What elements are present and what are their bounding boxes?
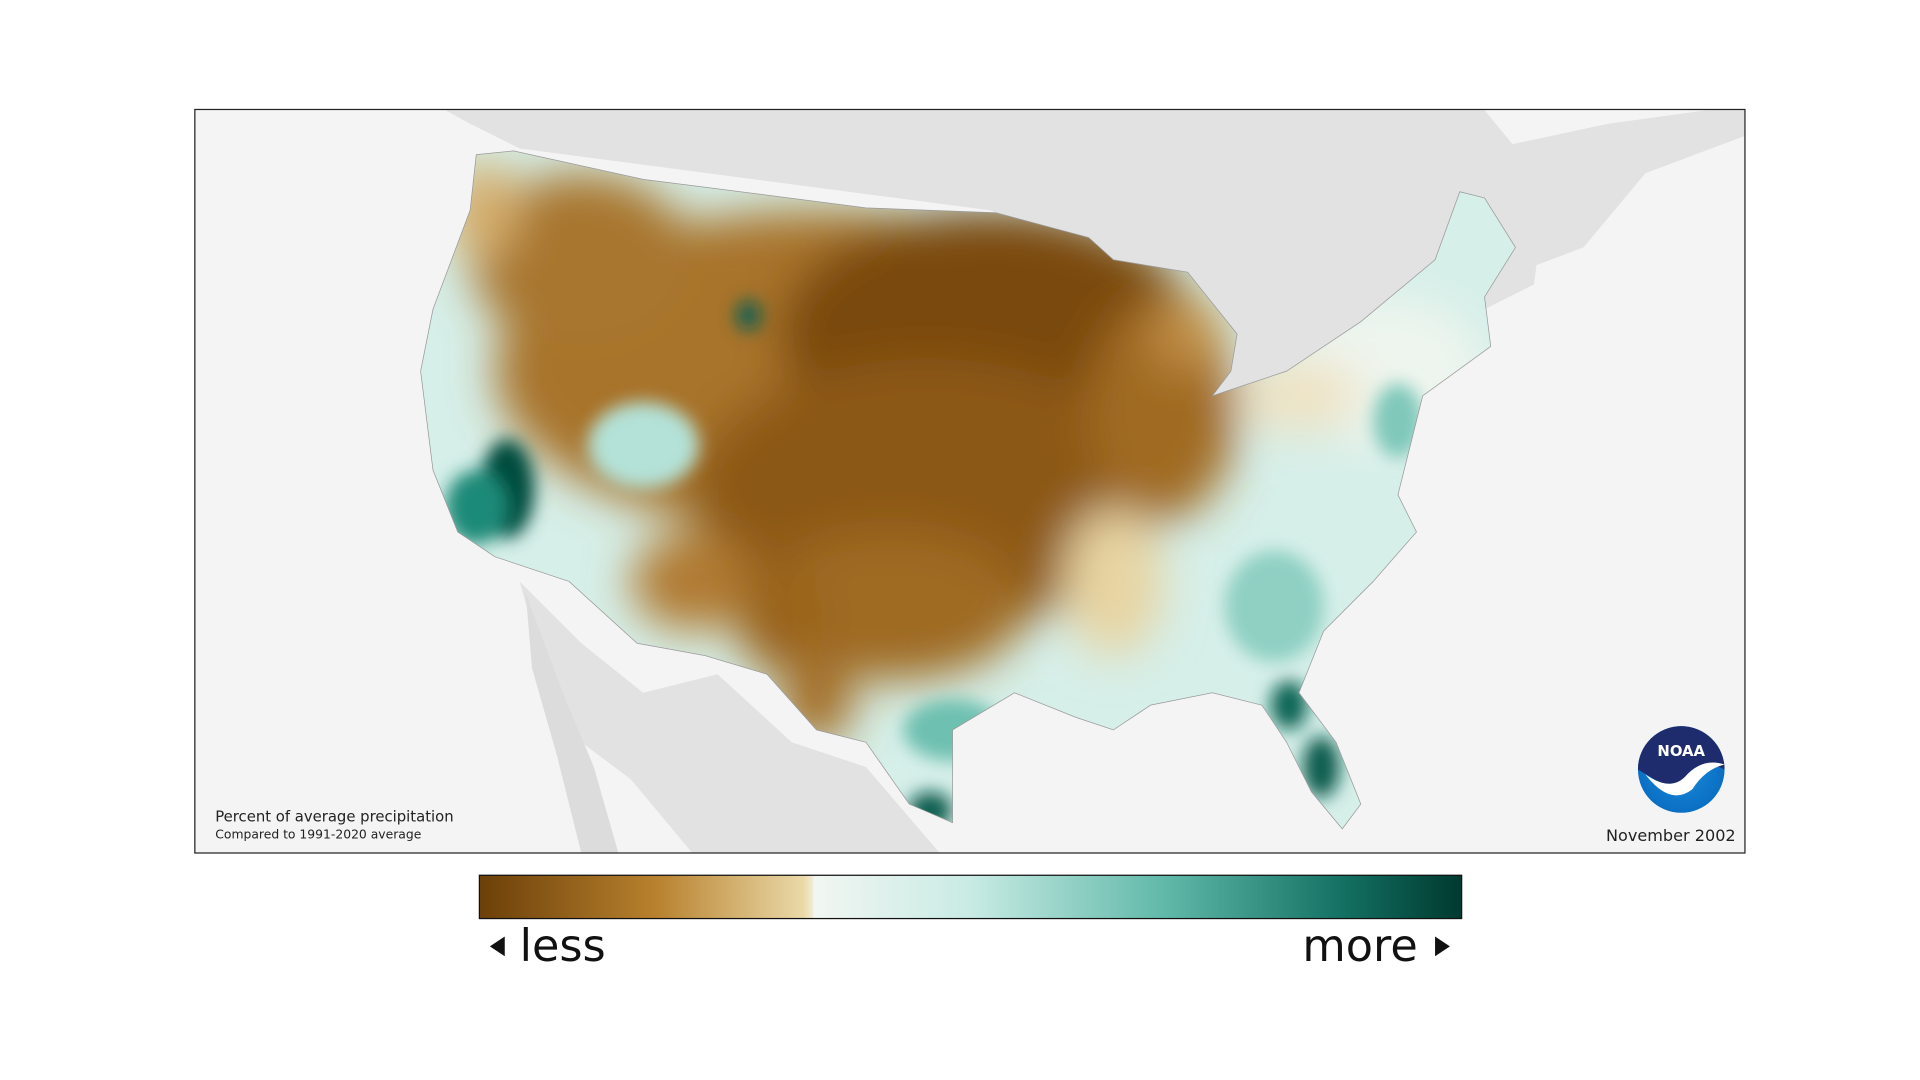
logo-text: NOAA xyxy=(1657,743,1705,760)
legend-low: less xyxy=(520,920,606,972)
legend: less more xyxy=(478,874,1463,972)
caption-subtitle: Compared to 1991-2020 average xyxy=(215,828,421,842)
map-date: November 2002 xyxy=(1606,826,1736,845)
legend-high: more xyxy=(1302,920,1417,972)
map-frame xyxy=(194,108,1746,854)
noaa-logo: NOAA xyxy=(1637,726,1725,813)
caption-title: Percent of average precipitation xyxy=(215,808,453,825)
color-scale xyxy=(478,874,1463,920)
